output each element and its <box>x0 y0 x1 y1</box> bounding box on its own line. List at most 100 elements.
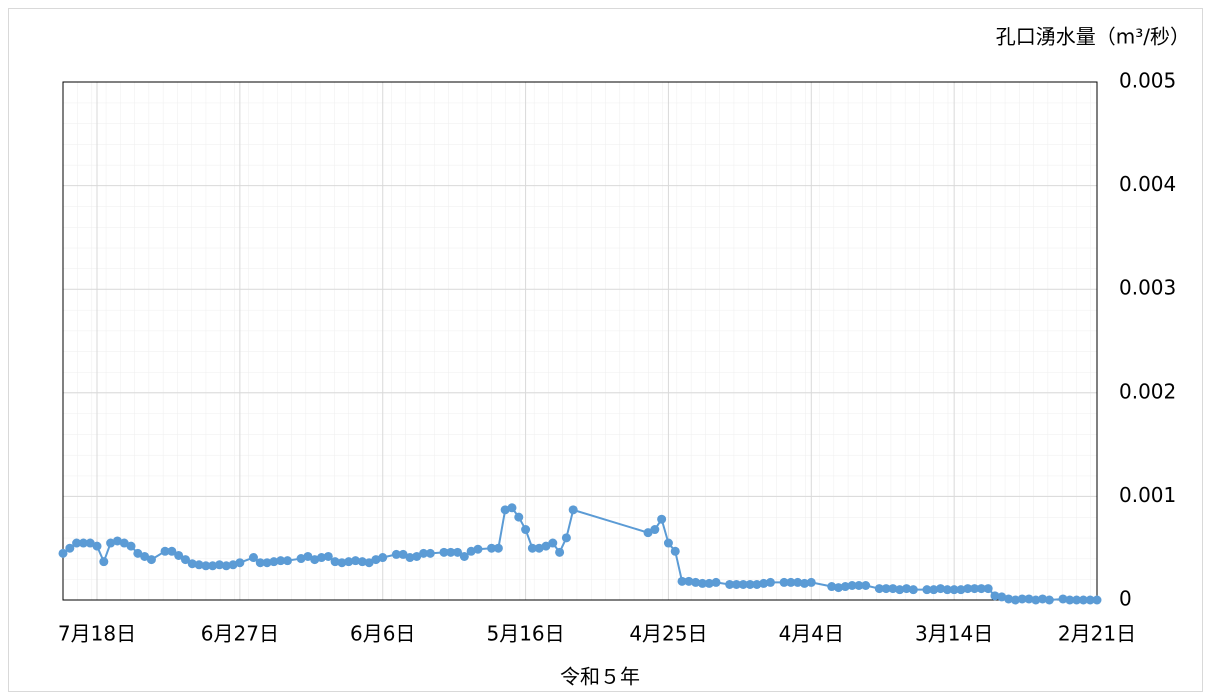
minor-grid <box>63 82 1097 600</box>
data-point <box>922 585 932 595</box>
y-tick-label: 0.002 <box>1119 379 1176 403</box>
data-point <box>759 578 769 588</box>
data-point <box>337 558 347 568</box>
data-point <box>412 551 422 561</box>
x-tick-label: 4月25日 <box>629 622 707 646</box>
data-point <box>541 541 551 551</box>
data-point <box>228 560 238 570</box>
data-point <box>303 551 313 561</box>
data-point <box>201 561 211 571</box>
data-point <box>1085 595 1095 605</box>
data-point <box>99 557 109 567</box>
data-point <box>466 546 476 556</box>
data-point <box>840 582 850 592</box>
data-point <box>1092 595 1102 605</box>
data-point <box>670 546 680 556</box>
data-point <box>194 560 204 570</box>
data-point <box>548 538 558 548</box>
data-point <box>779 577 789 587</box>
data-point <box>786 577 796 587</box>
data-point <box>827 582 837 592</box>
data-point <box>439 547 449 557</box>
data-point <box>473 544 483 554</box>
data-point <box>942 585 952 595</box>
data-point <box>691 577 701 587</box>
data-point <box>963 584 973 594</box>
data-point <box>650 525 660 535</box>
data-point <box>895 585 905 595</box>
data-point <box>419 548 429 558</box>
data-point <box>453 547 463 557</box>
data-point <box>983 584 993 594</box>
data-point <box>697 578 707 588</box>
data-point <box>976 584 986 594</box>
data-point <box>364 558 374 568</box>
data-point <box>78 538 88 548</box>
plot-border <box>62 81 1098 601</box>
data-point <box>521 525 531 535</box>
data-point <box>459 551 469 561</box>
data-point <box>888 584 898 594</box>
data-point <box>902 584 912 594</box>
data-point <box>752 579 762 589</box>
data-point <box>425 548 435 558</box>
data-point <box>85 538 95 548</box>
data-point <box>929 585 939 595</box>
data-point <box>255 558 265 568</box>
data-point <box>1072 595 1082 605</box>
data-point <box>738 579 748 589</box>
data-point <box>1031 595 1041 605</box>
data-point <box>92 541 102 551</box>
data-point <box>133 548 143 558</box>
x-tick-label: 2月21日 <box>1058 622 1136 646</box>
data-point <box>180 555 190 565</box>
data-point <box>140 551 150 561</box>
data-point <box>282 556 292 566</box>
data-point <box>507 503 517 513</box>
data-point <box>167 546 177 556</box>
data-point <box>874 584 884 594</box>
data-point <box>990 591 1000 601</box>
x-tick-label: 4月4日 <box>779 622 844 646</box>
y-tick-label: 0.001 <box>1119 483 1176 507</box>
data-point <box>949 585 959 595</box>
data-point <box>956 585 966 595</box>
data-point <box>398 549 408 559</box>
data-point <box>146 555 156 565</box>
data-point <box>997 592 1007 602</box>
data-point <box>446 547 456 557</box>
data-point <box>1038 594 1048 604</box>
data-point <box>391 549 401 559</box>
data-point <box>126 541 136 551</box>
data-point <box>351 556 361 566</box>
data-point <box>731 579 741 589</box>
data-point <box>119 538 129 548</box>
data-point <box>160 546 170 556</box>
y-axis-label: 孔口湧水量（m³/秒） <box>996 25 1190 49</box>
data-point <box>187 559 197 569</box>
data-point <box>936 584 946 594</box>
data-point <box>72 538 82 548</box>
data-point <box>861 580 871 590</box>
x-tick-label: 3月14日 <box>915 622 993 646</box>
data-point <box>657 514 667 524</box>
data-point <box>405 553 415 563</box>
data-point <box>745 579 755 589</box>
data-point <box>854 580 864 590</box>
data-point <box>908 585 918 595</box>
data-point <box>806 577 816 587</box>
data-point <box>310 555 320 565</box>
data-point <box>1058 594 1068 604</box>
data-point <box>106 538 116 548</box>
data-point <box>58 548 68 558</box>
data-point <box>704 578 714 588</box>
data-point <box>1010 595 1020 605</box>
data-point <box>276 556 286 566</box>
data-point <box>799 578 809 588</box>
x-axis-label: 令和５年 <box>560 665 640 689</box>
data-point <box>214 560 224 570</box>
data-point <box>112 536 122 546</box>
data-point <box>1078 595 1088 605</box>
x-tick-label: 6月27日 <box>201 622 279 646</box>
